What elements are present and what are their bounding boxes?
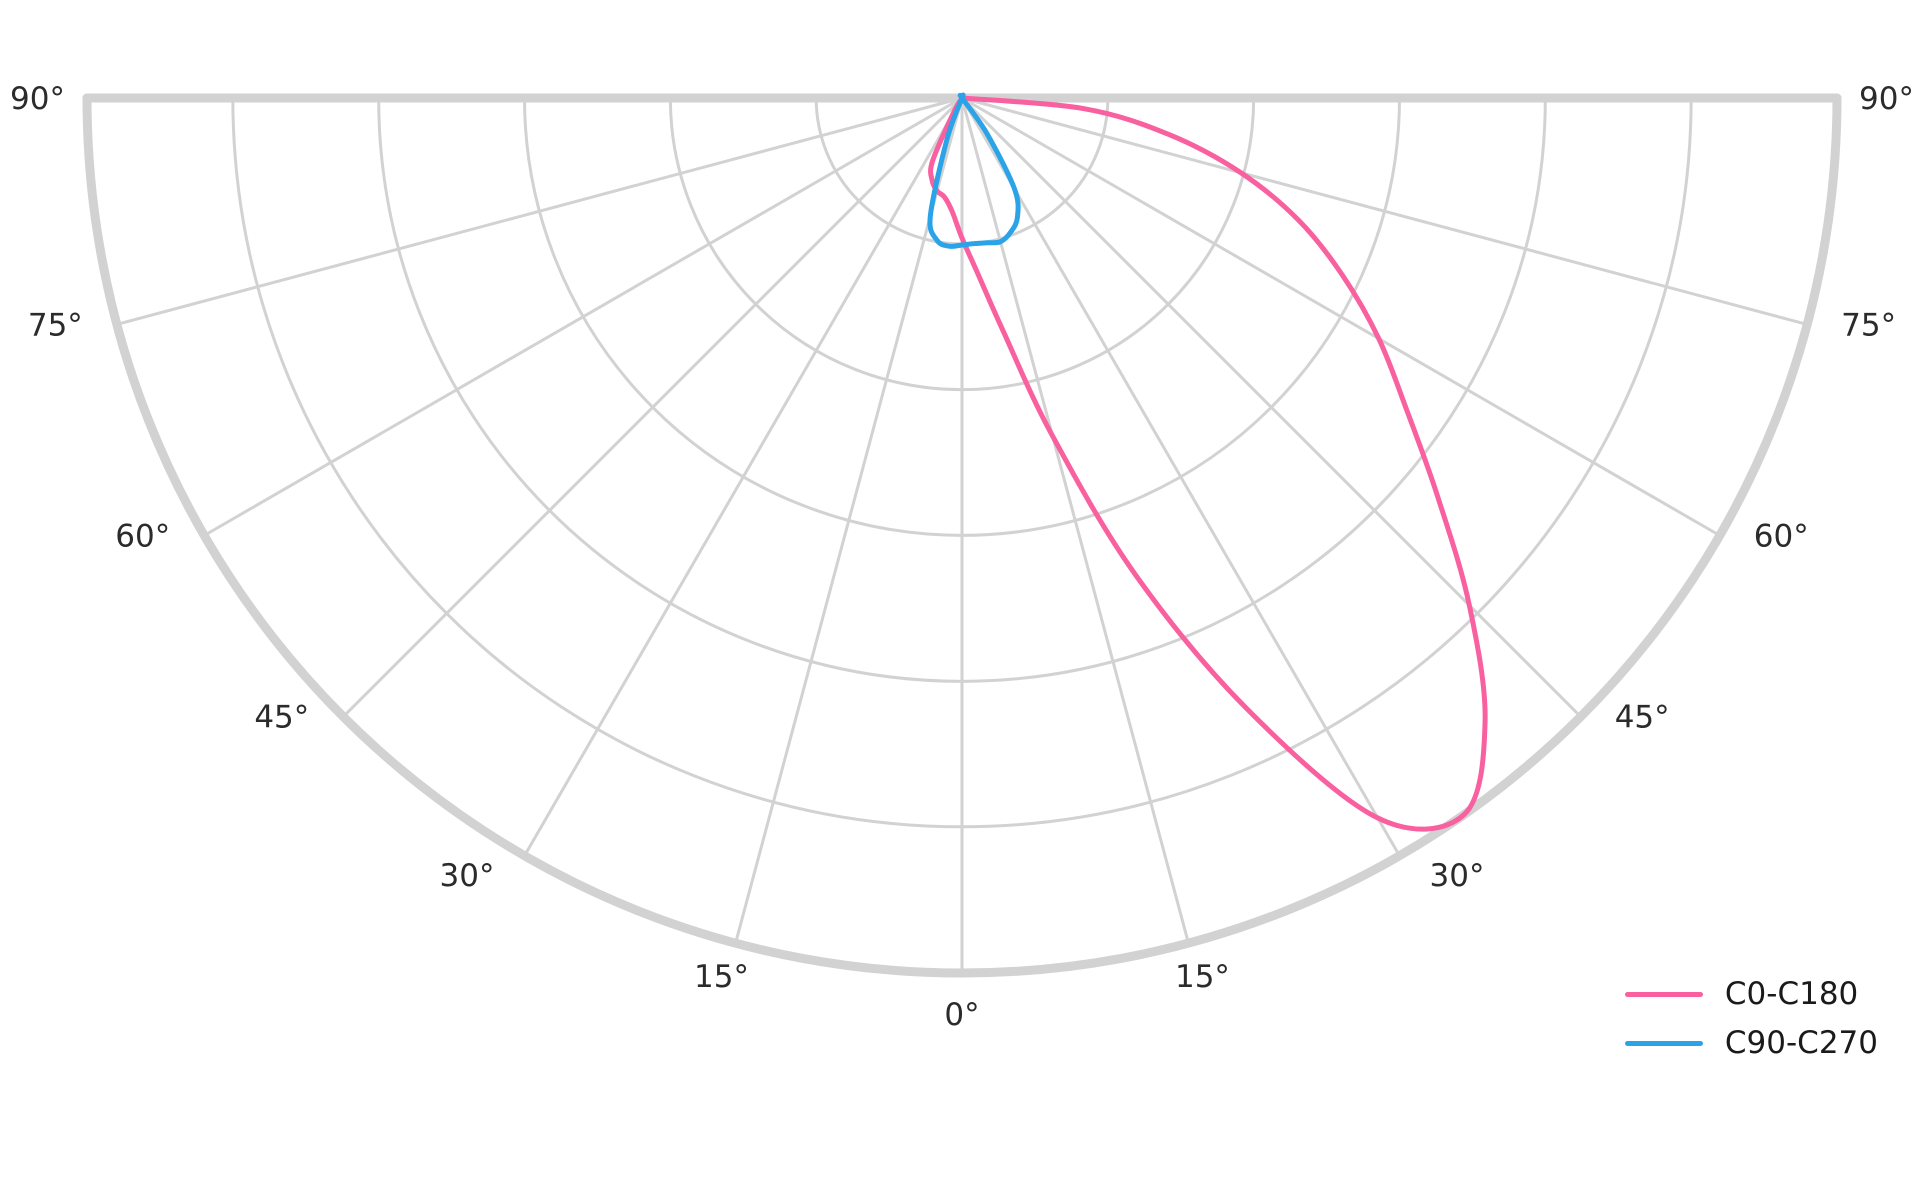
legend-swatch-c0-c180 [1624, 992, 1703, 997]
angle-label-60-right: 60° [1754, 519, 1809, 555]
angle-label-45-right: 45° [1615, 700, 1670, 736]
angle-label-60-left: 60° [115, 519, 170, 555]
polar-angle-labels: 90° 75° 60° 45° 30° 15° 90° 75° 60° 45° 30° 15° 0° [10, 81, 1914, 1033]
angle-label-30-left30: 30° [440, 858, 495, 894]
angle-label-30-right30: 30° [1430, 858, 1485, 894]
polar-grid [82, 98, 1842, 978]
legend-item-c0-c180: C0-C180 [1624, 976, 1878, 1012]
legend-label-c90-c270: C90-C270 [1724, 1025, 1878, 1061]
legend-item-c90-c270: C90-C270 [1624, 1025, 1878, 1061]
legend-label-c0-c180: C0-C180 [1724, 976, 1859, 1012]
angle-label-90-right: 90° [1859, 81, 1914, 117]
chart-legend: C0-C180 C90-C270 [1624, 976, 1878, 1061]
polar-curves [927, 92, 1488, 832]
angle-label-0-bottom: 0° [944, 997, 979, 1033]
series-curve-c0-c180 [928, 94, 1488, 832]
series-curve-c90-c270 [927, 92, 1021, 249]
angle-label-15-bottom: 15° [1175, 959, 1230, 995]
legend-swatch-c90-c270 [1624, 1041, 1703, 1046]
angle-label-45-left: 45° [254, 700, 309, 736]
angle-label-15-bottom: 15° [694, 959, 749, 995]
angle-label-75-right: 75° [1841, 307, 1896, 343]
angle-label-90-left: 90° [10, 81, 65, 117]
angle-label-75-left: 75° [28, 307, 83, 343]
